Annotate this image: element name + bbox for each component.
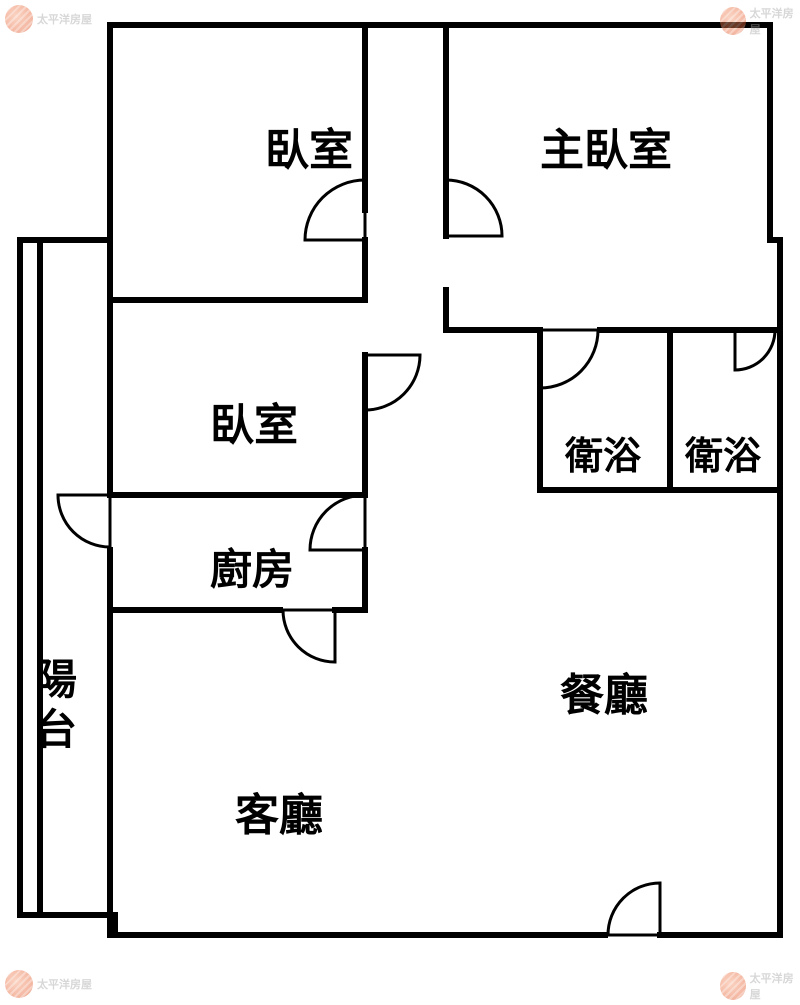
watermark-logo-icon <box>5 5 33 33</box>
watermark-text: 太平洋房屋 <box>750 5 800 37</box>
watermark: 太平洋房屋 <box>720 5 800 37</box>
room-label-bath-left: 衛浴 <box>565 435 641 481</box>
watermark-logo-icon <box>720 972 746 1000</box>
room-label-master-bedroom: 主臥室 <box>540 125 672 178</box>
room-label-living: 客廳 <box>235 790 323 843</box>
doors <box>58 180 775 935</box>
watermark: 太平洋房屋 <box>720 970 800 1002</box>
floorplan-svg <box>0 0 800 1005</box>
room-label-balcony: 陽 台 <box>35 655 77 756</box>
room-label-dining: 餐廳 <box>560 670 648 723</box>
watermark-text: 太平洋房屋 <box>37 976 92 992</box>
watermark-text: 太平洋房屋 <box>750 970 800 1002</box>
watermark-logo-icon <box>5 970 33 998</box>
room-label-bedroom-top: 臥室 <box>265 125 353 178</box>
watermark-text: 太平洋房屋 <box>37 11 92 27</box>
room-label-bath-right: 衛浴 <box>685 435 761 481</box>
watermark: 太平洋房屋 <box>5 970 92 998</box>
room-label-bedroom-mid: 臥室 <box>210 400 298 453</box>
watermark: 太平洋房屋 <box>5 5 92 33</box>
watermark-logo-icon <box>720 7 746 35</box>
room-label-kitchen: 廚房 <box>210 545 294 595</box>
